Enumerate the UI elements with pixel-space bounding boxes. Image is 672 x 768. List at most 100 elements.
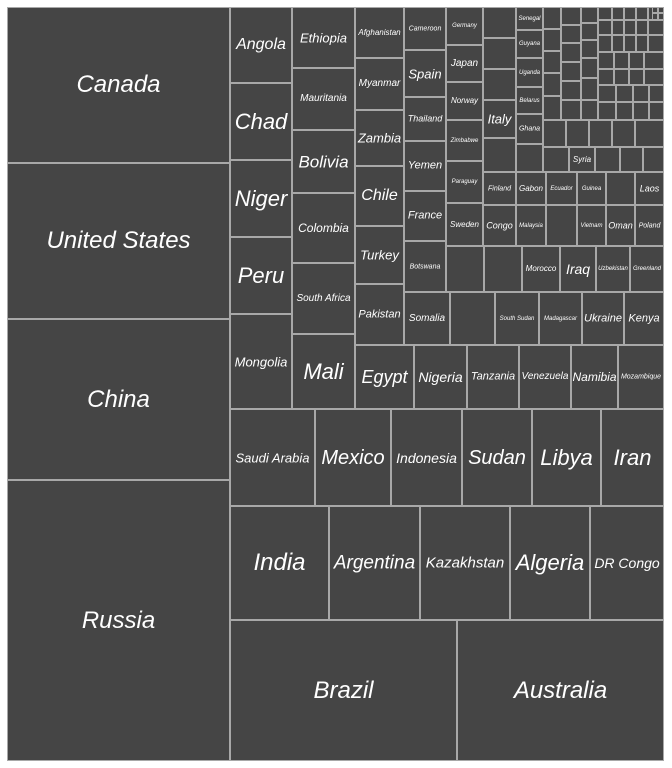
tile-zimbabwe: Zimbabwe bbox=[446, 120, 483, 161]
tile-small bbox=[629, 52, 644, 69]
tile-small bbox=[561, 7, 581, 25]
tile-mali: Mali bbox=[292, 334, 355, 409]
tile-angola: Angola bbox=[230, 7, 292, 83]
tile-oman: Oman bbox=[606, 205, 635, 246]
tile-label: Niger bbox=[234, 185, 288, 211]
tile-label: Chile bbox=[361, 187, 398, 204]
tile-label: Morocco bbox=[525, 264, 557, 273]
tile-label: Bolivia bbox=[298, 152, 349, 171]
tile-small bbox=[450, 292, 495, 345]
tile-small bbox=[561, 62, 581, 81]
tile-small bbox=[561, 25, 581, 43]
tile-label: Iraq bbox=[565, 261, 591, 277]
tile-guyana: Guyana bbox=[516, 30, 543, 58]
tile-germany: Germany bbox=[446, 7, 483, 45]
tile-ethiopia: Ethiopia bbox=[292, 7, 355, 68]
tile-namibia: Namibia bbox=[571, 345, 618, 409]
tile-small bbox=[614, 52, 629, 69]
tile-label: Thailand bbox=[407, 113, 443, 124]
tile-australia: Australia bbox=[457, 620, 664, 761]
tile-small bbox=[649, 102, 664, 120]
tile-label: Nigeria bbox=[418, 369, 463, 385]
tile-label: Italy bbox=[487, 111, 512, 127]
tile-label: Malaysia bbox=[519, 222, 543, 229]
tile-small bbox=[612, 7, 624, 20]
tile-label: Angola bbox=[236, 36, 286, 53]
tile-botswana: Botswana bbox=[404, 241, 446, 292]
tile-small bbox=[612, 35, 624, 52]
tile-small bbox=[483, 69, 516, 100]
tile-yemen: Yemen bbox=[404, 141, 446, 191]
tile-small bbox=[636, 35, 648, 52]
tile-finland: Finland bbox=[483, 172, 516, 205]
tile-label: United States bbox=[46, 227, 191, 254]
tile-small bbox=[543, 29, 561, 51]
tile-small bbox=[581, 7, 598, 23]
tile-ghana: Ghana bbox=[516, 114, 543, 144]
tile-label: Saudi Arabia bbox=[235, 450, 310, 465]
tile-label: Germany bbox=[452, 23, 477, 29]
tile-label: South Sudan bbox=[499, 315, 535, 322]
tile-label: Mozambique bbox=[620, 373, 662, 381]
tile-label: India bbox=[253, 549, 306, 576]
tile-small bbox=[581, 23, 598, 40]
tile-small bbox=[633, 85, 649, 102]
tile-sudan: Sudan bbox=[462, 409, 532, 506]
tile-small bbox=[446, 246, 484, 292]
tile-label: Ecuador bbox=[550, 185, 573, 192]
tile-label: Mali bbox=[303, 358, 344, 384]
tile-morocco: Morocco bbox=[522, 246, 560, 292]
tile-small bbox=[543, 7, 561, 29]
tile-label: Tanzania bbox=[470, 370, 516, 383]
tile-label: Syria bbox=[572, 154, 592, 164]
tile-china: China bbox=[7, 319, 230, 480]
tile-label: South Africa bbox=[296, 292, 351, 304]
tile-label: Botswana bbox=[409, 263, 441, 270]
tile-label: Sudan bbox=[468, 446, 526, 469]
tile-congo: Congo bbox=[483, 205, 516, 246]
tile-small bbox=[566, 120, 589, 147]
tile-india: India bbox=[230, 506, 329, 620]
tile-saudi-arabia: Saudi Arabia bbox=[230, 409, 315, 506]
tile-label: DR Congo bbox=[594, 555, 660, 571]
tile-small bbox=[598, 7, 612, 20]
tile-small bbox=[516, 144, 543, 172]
tile-label: Canada bbox=[76, 71, 161, 98]
tile-belarus: Belarus bbox=[516, 87, 543, 114]
tile-south-africa: South Africa bbox=[292, 263, 355, 334]
tile-venezuela: Venezuela bbox=[519, 345, 571, 409]
tile-small bbox=[616, 85, 633, 102]
tile-small bbox=[483, 38, 516, 69]
tile-label: Laos bbox=[639, 183, 660, 193]
tile-laos: Laos bbox=[635, 172, 664, 205]
tile-small bbox=[598, 69, 614, 85]
tile-label: Oman bbox=[608, 220, 633, 230]
tile-nigeria: Nigeria bbox=[414, 345, 467, 409]
tile-uganda: Uganda bbox=[516, 58, 543, 87]
tile-madagascar: Madagascar bbox=[539, 292, 582, 345]
tile-label: Turkey bbox=[360, 247, 399, 263]
tile-label: Myanmar bbox=[358, 78, 401, 89]
tile-label: Kenya bbox=[628, 312, 660, 324]
tile-greenland: Greenland bbox=[630, 246, 664, 292]
tile-afghanistan: Afghanistan bbox=[355, 7, 404, 58]
tile-tanzania: Tanzania bbox=[467, 345, 519, 409]
tile-syria: Syria bbox=[569, 147, 595, 172]
tile-small bbox=[546, 205, 577, 246]
tile-label: Peru bbox=[237, 262, 285, 288]
tile-colombia: Colombia bbox=[292, 193, 355, 263]
tile-algeria: Algeria bbox=[510, 506, 590, 620]
tile-small bbox=[616, 102, 633, 120]
tile-united-states: United States bbox=[7, 163, 230, 319]
tile-small bbox=[561, 81, 581, 100]
tile-niger: Niger bbox=[230, 160, 292, 237]
tile-small bbox=[649, 85, 664, 102]
tile-mozambique: Mozambique bbox=[618, 345, 664, 409]
tile-label: Finland bbox=[488, 185, 511, 192]
tile-label: Somalia bbox=[408, 312, 446, 324]
tile-small bbox=[484, 246, 522, 292]
tile-mexico: Mexico bbox=[315, 409, 391, 506]
tile-small bbox=[598, 35, 612, 52]
tile-small bbox=[648, 35, 664, 52]
